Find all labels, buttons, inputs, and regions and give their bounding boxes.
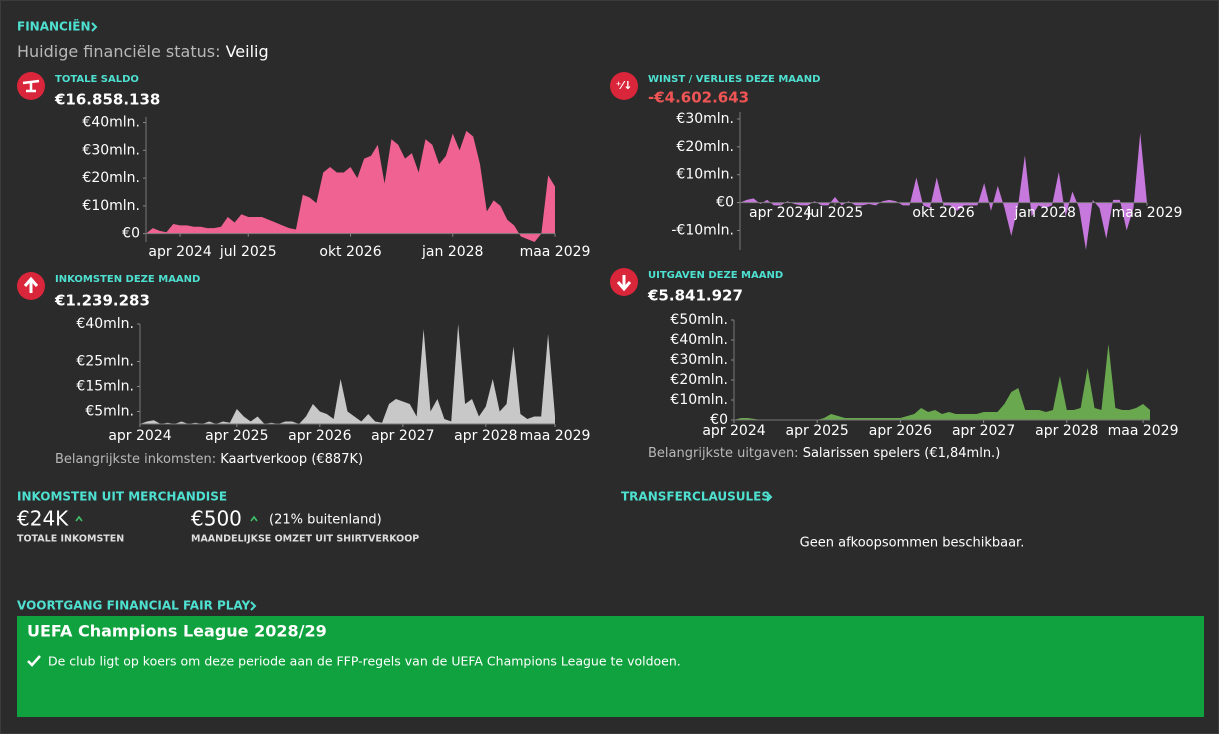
- footer-value: Kaartverkoop (€887K): [220, 452, 363, 467]
- y-tick-label: €40mln.: [82, 115, 140, 131]
- y-tick-label: €50mln.: [670, 312, 728, 328]
- footer-value: Salarissen spelers (€1,84mln.): [803, 446, 1001, 461]
- y-tick-label: €0: [716, 195, 734, 211]
- area: [734, 344, 1150, 420]
- merch-note: (21% buitenland): [269, 513, 382, 528]
- y-tick-label: €0: [122, 226, 140, 242]
- page-title[interactable]: FINANCIËN: [17, 19, 91, 34]
- area: [146, 130, 555, 242]
- chevron: [766, 492, 773, 502]
- section-title: INKOMSTEN UIT MERCHANDISE: [17, 490, 227, 504]
- up-caret: [75, 515, 83, 522]
- footer-label: Belangrijkste inkomsten:: [55, 452, 216, 467]
- y-tick-label: €25mln.: [76, 354, 134, 370]
- x-tick-label: maa 2029: [1112, 205, 1183, 221]
- x-tick-label: apr 2027: [371, 428, 434, 444]
- chevron: [91, 22, 98, 32]
- x-tick-label: maa 2029: [520, 428, 591, 444]
- ffp-competition: UEFA Champions League 2028/29: [27, 622, 327, 641]
- merch-label: MAANDELIJKSE OMZET UIT SHIRTVERKOOP: [191, 534, 419, 545]
- icon-glyph: [22, 79, 40, 93]
- x-tick-label: apr 2028: [1035, 423, 1098, 439]
- icon-glyph: ⁺⁄↓: [616, 79, 633, 92]
- x-tick-label: jul 2025: [219, 244, 277, 260]
- status: Huidige financiële status: Veilig: [17, 42, 269, 61]
- status-label: Huidige financiële status:: [17, 42, 220, 61]
- area: [740, 132, 1147, 250]
- x-tick-label: apr 2024: [108, 428, 171, 444]
- x-tick-label: apr 2025: [786, 423, 849, 439]
- y-tick-label: €30mln.: [670, 352, 728, 368]
- x-tick-label: jan 2028: [1014, 205, 1076, 221]
- y-tick-label: €10mln.: [82, 198, 140, 214]
- y-tick-label: €40mln.: [670, 332, 728, 348]
- x-tick-label: okt 2026: [319, 244, 381, 260]
- x-tick-label: apr 2027: [952, 423, 1015, 439]
- merch-value: €500: [191, 507, 242, 531]
- y-tick-label: €40mln.: [76, 316, 134, 332]
- x-tick-label: apr 2024: [702, 423, 765, 439]
- x-tick-label: maa 2029: [520, 244, 591, 260]
- panel-title: WINST / VERLIES DEZE MAAND: [648, 74, 820, 85]
- y-tick-label: €20mln.: [82, 170, 140, 186]
- footer: Belangrijkste inkomsten: Kaartverkoop (€…: [55, 452, 363, 467]
- x-tick-label: apr 2024: [749, 205, 812, 221]
- icons: ⁺⁄↓: [17, 72, 638, 300]
- footer: Belangrijkste uitgaven: Salarissen spele…: [648, 446, 1000, 461]
- y-tick-label: €15mln.: [76, 379, 134, 395]
- panel-value: €16.858.138: [54, 91, 160, 109]
- ffp-box: [17, 616, 1204, 717]
- x-tick-label: apr 2024: [148, 244, 211, 260]
- y-tick-label: €0: [710, 412, 728, 428]
- y-tick-label: €20mln.: [676, 139, 734, 155]
- panel-title: TOTALE SALDO: [55, 74, 139, 85]
- x-tick-label: apr 2025: [205, 428, 268, 444]
- x-tick-label: jul 2025: [806, 205, 864, 221]
- x-tick-label: apr 2026: [869, 423, 932, 439]
- y-tick-label: €30mln.: [676, 111, 734, 127]
- y-tick-label: €20mln.: [670, 372, 728, 388]
- icon-glyph: [23, 276, 39, 293]
- x-tick-label: okt 2026: [912, 205, 974, 221]
- y-tick-label: €30mln.: [82, 142, 140, 158]
- chevron: [250, 601, 257, 611]
- footer-label: Belangrijkste uitgaven:: [648, 446, 799, 461]
- ffp-message: De club ligt op koers om deze periode aa…: [48, 654, 681, 669]
- x-tick-label: jan 2028: [421, 244, 483, 260]
- x-tick-label: apr 2028: [454, 428, 517, 444]
- panel-value: €5.841.927: [647, 287, 743, 305]
- x-tick-label: apr 2026: [288, 428, 351, 444]
- transfer-message: Geen afkoopsommen beschikbaar.: [800, 536, 1025, 551]
- icon: [610, 72, 638, 100]
- panel-value: -€4.602.643: [648, 89, 749, 107]
- panel-title: UITGAVEN DEZE MAAND: [648, 270, 783, 281]
- y-tick-label: €10mln.: [670, 392, 728, 408]
- panel-value: €1.239.283: [54, 292, 150, 310]
- merch-value: €24K: [17, 507, 69, 531]
- panel-title: INKOMSTEN DEZE MAAND: [55, 274, 200, 285]
- section-title[interactable]: VOORTGANG FINANCIAL FAIR PLAY: [17, 599, 251, 613]
- section-title[interactable]: TRANSFERCLAUSULES: [621, 490, 770, 504]
- y-tick-label: €5mln.: [85, 404, 134, 420]
- x-tick-label: maa 2029: [1108, 423, 1179, 439]
- check-icon: [27, 655, 41, 667]
- up-caret: [250, 515, 258, 522]
- y-tick-label: €10mln.: [676, 167, 734, 183]
- y-tick-label: -€10mln.: [671, 222, 734, 238]
- status-value: Veilig: [226, 42, 269, 61]
- area: [140, 324, 555, 424]
- merch-label: TOTALE INKOMSTEN: [17, 534, 124, 545]
- icon-glyph: [616, 275, 632, 292]
